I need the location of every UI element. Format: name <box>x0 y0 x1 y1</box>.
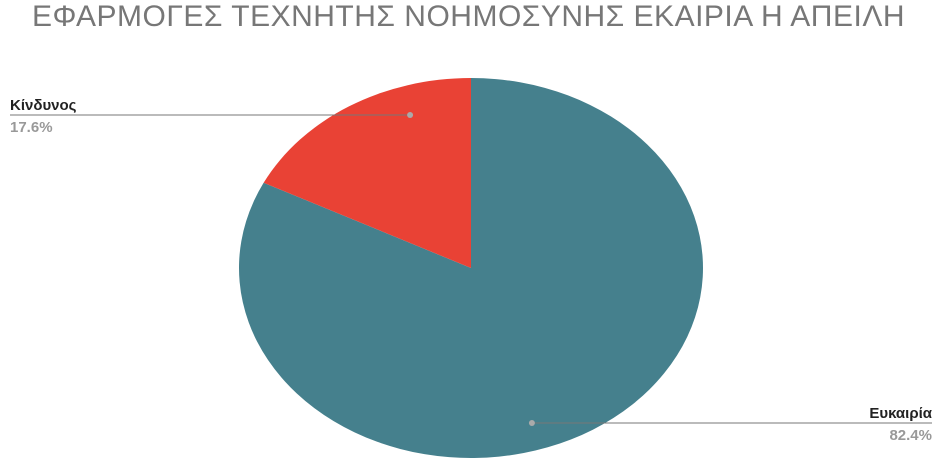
data-label: 17.6% <box>10 119 53 136</box>
pie-slice <box>239 78 703 459</box>
data-label: 82.4% <box>889 427 932 444</box>
category-label: Κίνδυνος <box>10 97 77 114</box>
leader-dot <box>528 420 535 426</box>
pie-slice <box>263 78 471 268</box>
category-label: Ευκαιρία <box>869 405 932 422</box>
chart-title: ΕΦΑΡΜΟΓΕΣ ΤΕΧΝΗΤΗΣ ΝΟΗΜΟΣΥΝΗΣ ΕΚΑΙΡΙΑ Η … <box>31 0 906 33</box>
leader-dot <box>407 112 414 118</box>
